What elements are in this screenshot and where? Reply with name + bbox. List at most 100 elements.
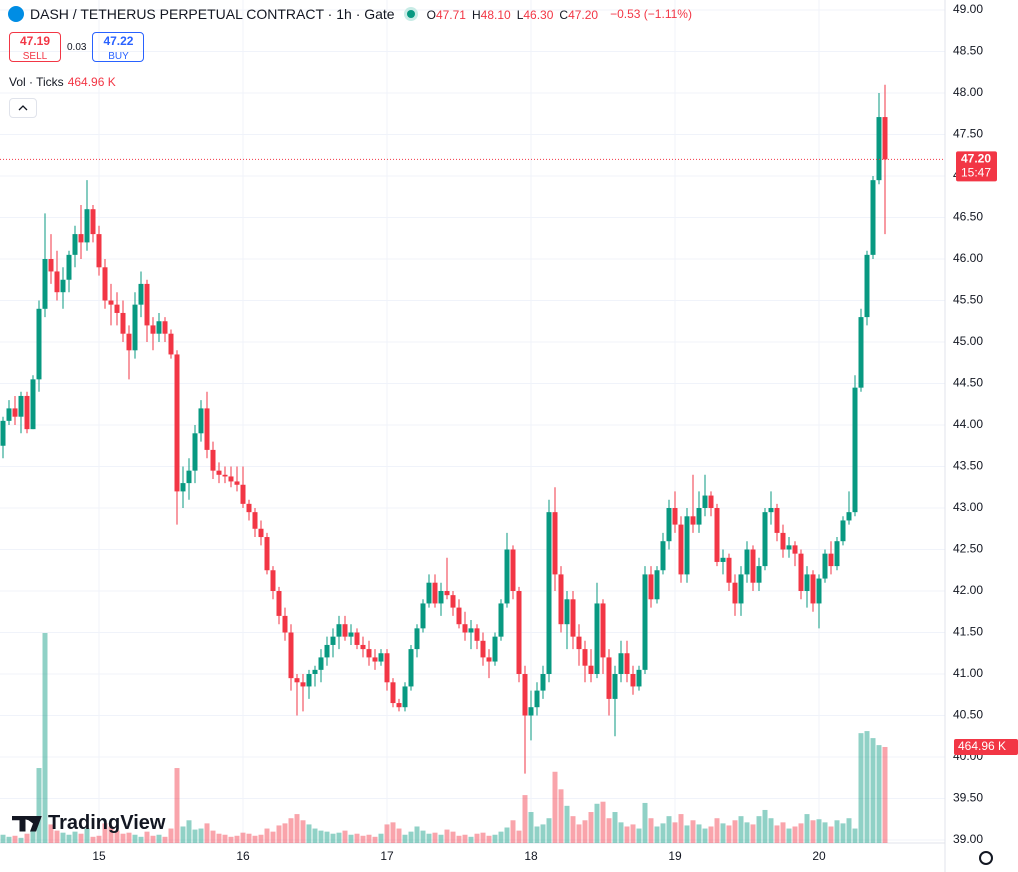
sell-price: 47.19 [19,34,51,48]
sell-button[interactable]: 47.19 SELL [9,32,61,62]
candle-body [330,636,336,645]
candle-body [162,321,168,334]
volume-bar [882,746,888,843]
volume-bar [774,825,780,843]
volume-bar [24,833,30,843]
y-tick-label: 45.50 [953,293,983,307]
candle-body [282,615,288,633]
volume-bar [726,825,732,843]
volume-bar [846,818,852,843]
buy-button[interactable]: 47.22 BUY [92,32,145,62]
candle-body [138,283,144,305]
volume-bar [582,820,588,843]
watermark-logo [12,815,42,832]
volume-bar [108,826,114,843]
sell-label: SELL [22,51,48,62]
volume-label-bg [954,738,1018,755]
settings-button[interactable] [979,851,993,865]
volume-bar [408,831,414,843]
volume-bar [786,828,792,843]
volume-bar [744,822,750,843]
candle-body [882,117,888,160]
volume-bar [0,834,6,843]
volume-bar [66,834,72,843]
volume-bar [36,768,42,843]
candle-body [318,657,324,670]
volume-bar [258,834,264,843]
volume-bar [780,822,786,843]
candle-body [180,483,186,492]
volume-bar [360,835,366,843]
volume-bar [546,818,552,843]
candle-body [42,259,48,309]
candle-body [348,632,354,637]
candle-body [474,628,480,641]
volume-bar [204,823,210,843]
volume-bar [336,832,342,843]
volume-bar [342,830,348,843]
candle-body [408,649,414,687]
volume-bar [756,816,762,843]
y-tick-label: 49.00 [953,2,983,16]
volume-bar [102,823,108,843]
volume-bar [420,830,426,843]
candle-body [276,591,282,616]
candle-body [90,209,96,235]
volume-bar [612,812,618,843]
candle-body [708,495,714,508]
candle-body [252,512,258,529]
candle-body [126,333,132,351]
candle-body [678,524,684,575]
candle-body [642,574,648,670]
candle-body [168,333,174,355]
buy-price: 47.22 [103,34,134,48]
volume-bar [390,822,396,843]
watermark-text: TradingView [48,812,166,834]
volume-bar [504,827,510,843]
candle-body [840,520,846,542]
volume-bar [870,738,876,843]
volume-bar [468,836,474,843]
candle-body [306,674,312,687]
candle-body [876,117,882,181]
y-tick-label: 46.00 [953,251,983,265]
volume-bar [810,820,816,843]
candle-body [228,476,234,482]
y-tick-label: 48.50 [953,44,983,58]
volume-bar [300,820,306,843]
volume-bar [234,835,240,843]
volume-bar [138,836,144,843]
trade-buttons: 47.19 SELL 0.03 47.22 BUY [9,32,145,62]
volume-legend: Vol · Ticks 464.96 K [9,75,116,89]
volume-bar [624,826,630,843]
candle-body [150,325,156,334]
y-tick-label: 42.50 [953,542,983,556]
candle-body [666,508,672,542]
legend-item: L46.30 [517,8,554,22]
volume-bar [690,820,696,843]
candle-body [426,582,432,604]
candle-body [834,541,840,567]
candle-body [30,379,36,430]
candle-body [714,508,720,562]
candle-body [174,354,180,492]
volume-bar [852,828,858,843]
candle-body [414,628,420,650]
candle-body [6,408,12,421]
volume-bar [708,826,714,843]
volume-bar [72,831,78,843]
candle-body [12,408,18,417]
candle-body [570,599,576,637]
volume-bar [528,812,534,843]
volume-bar [168,828,174,843]
candle-body [96,234,102,268]
candle-body [354,632,360,645]
candle-body [762,512,768,567]
volume-bar [12,835,18,843]
candle-body [516,591,522,674]
volume-title: Vol · Ticks [9,75,64,89]
candle-body [360,644,366,650]
volume-bar [558,789,564,843]
collapse-button[interactable] [9,98,37,118]
volume-bar [432,832,438,843]
